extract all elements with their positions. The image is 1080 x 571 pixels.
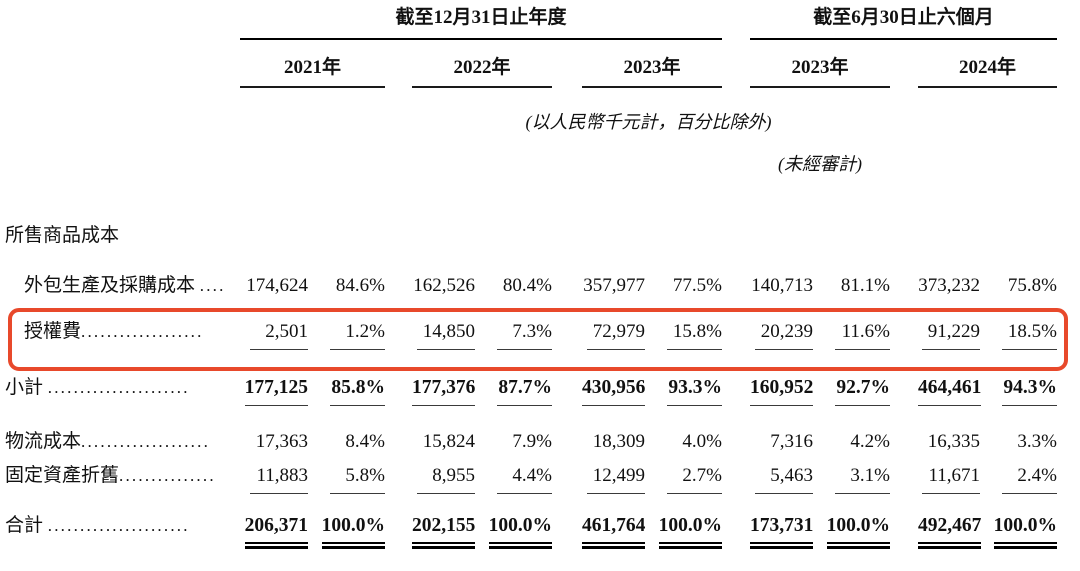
dot-leader: ...................... [47,378,190,397]
dot-leader: .................... [81,432,211,451]
amount-cell: 202,155 [412,514,476,549]
unaudited-note-row: (未經審計) [0,152,1080,176]
amount-cell: 162,526 [413,275,475,296]
percent-cell: 100.0% [813,514,891,549]
amount-cell: 492,467 [918,514,982,549]
amount-cell: 461,764 [582,514,646,549]
amount-cell: 5,463 [750,464,813,494]
percent-cell: 3.1% [813,464,890,494]
amount-cell: 15,824 [422,431,475,452]
row-label: 授權費................... [24,321,204,342]
amount-cell: 160,952 [750,376,814,406]
amount-cell: 430,956 [582,376,646,406]
percent-cell: 8.4% [345,431,385,452]
percent-cell: 4.2% [850,431,890,452]
percent-cell: 3.3% [1017,431,1057,452]
percent-cell: 15.8% [645,320,722,350]
amount-cell: 20,239 [750,320,813,350]
percent-cell: 11.6% [813,320,890,350]
percent-cell: 1.2% [308,320,385,350]
dot-leader: ............... [119,466,216,485]
amount-cell: 140,713 [751,275,813,296]
amount-cell: 16,335 [927,431,980,452]
percent-cell: 2.7% [645,464,722,494]
column-header-2023: 2023年 [582,40,722,88]
percent-cell: 100.0% [980,514,1058,549]
dot-leader: ................... [81,322,204,341]
percent-cell: 94.3% [980,376,1057,406]
table-header-year-row: 2021年 2022年 2023年 2023年 2024年 [0,40,1080,88]
table-row: 外包生產及採購成本 .... 174,624 84.6% 162,526 80.4% 35… [0,274,1080,298]
header-group-annual: 截至12月31日止年度 [240,6,722,40]
percent-cell: 5.8% [308,464,385,494]
section-header-row: 所售商品成本 [0,224,1080,248]
percent-cell: 18.5% [980,320,1057,350]
dot-leader: .... [199,276,226,295]
percent-cell: 100.0% [645,514,723,549]
amount-cell: 11,883 [240,464,308,494]
amount-cell: 206,371 [240,514,309,549]
table-header-group-row: 截至12月31日止年度 截至6月30日止六個月 [0,0,1080,40]
row-label: 固定資產折舊............... [5,465,216,486]
table-row: 物流成本.................... 17,363 8.4% 15,824… [0,430,1080,454]
percent-cell: 4.4% [475,464,552,494]
row-label: 物流成本.................... [5,431,211,452]
dot-leader: ...................... [47,516,190,535]
amount-cell: 357,977 [583,275,645,296]
amount-cell: 2,501 [240,320,308,350]
unaudited-note: (未經審計) [778,154,862,174]
amount-cell: 373,232 [918,275,980,296]
column-header-2022: 2022年 [412,40,552,88]
header-group-six-months: 截至6月30日止六個月 [750,6,1057,40]
percent-cell: 77.5% [672,275,722,296]
percent-cell: 75.8% [1007,275,1057,296]
amount-cell: 18,309 [592,431,645,452]
amount-cell: 174,624 [246,275,308,296]
percent-cell: 7.9% [512,431,552,452]
amount-cell: 12,499 [582,464,645,494]
table-row: 固定資產折舊............... 11,883 5.8% 8,955 4.4%… [0,464,1080,494]
percent-cell: 100.0% [475,514,553,549]
unit-note-row: (以人民幣千元計，百分比除外) [0,110,1080,134]
row-label: 合計 ...................... [5,515,190,536]
percent-cell: 81.1% [840,275,890,296]
amount-cell: 7,316 [770,431,813,452]
percent-cell: 2.4% [980,464,1057,494]
table-row: 小計 ...................... 177,125 85.8% 177… [0,376,1080,406]
percent-cell: 84.6% [335,275,385,296]
amount-cell: 173,731 [750,514,814,549]
percent-cell: 100.0% [308,514,386,549]
unit-note: (以人民幣千元計，百分比除外) [525,112,772,132]
table-row: 授權費................... 2,501 1.2% 14,850 7.3… [0,320,1080,350]
row-label: 外包生產及採購成本 .... [24,275,226,296]
percent-cell: 92.7% [813,376,890,406]
amount-cell: 91,229 [918,320,980,350]
section-header-label: 所售商品成本 [5,225,120,246]
amount-cell: 177,376 [412,376,476,406]
amount-cell: 14,850 [412,320,475,350]
amount-cell: 464,461 [918,376,982,406]
amount-cell: 8,955 [412,464,475,494]
percent-cell: 80.4% [502,275,552,296]
row-label: 小計 ...................... [5,377,190,398]
column-header-2024-interim: 2024年 [918,40,1057,88]
table-body: 外包生產及採購成本 .... 174,624 84.6% 162,526 80.4% 35… [0,274,1080,549]
percent-cell: 93.3% [645,376,722,406]
table-row: 合計 ...................... 206,371 100.0% 20… [0,514,1080,549]
amount-cell: 11,671 [918,464,980,494]
column-header-2023-interim: 2023年 [750,40,890,88]
amount-cell: 72,979 [582,320,645,350]
percent-cell: 7.3% [475,320,552,350]
percent-cell: 87.7% [475,376,552,406]
percent-cell: 85.8% [308,376,385,406]
amount-cell: 17,363 [255,431,308,452]
percent-cell: 4.0% [682,431,722,452]
amount-cell: 177,125 [240,376,308,406]
column-header-2021: 2021年 [240,40,385,88]
